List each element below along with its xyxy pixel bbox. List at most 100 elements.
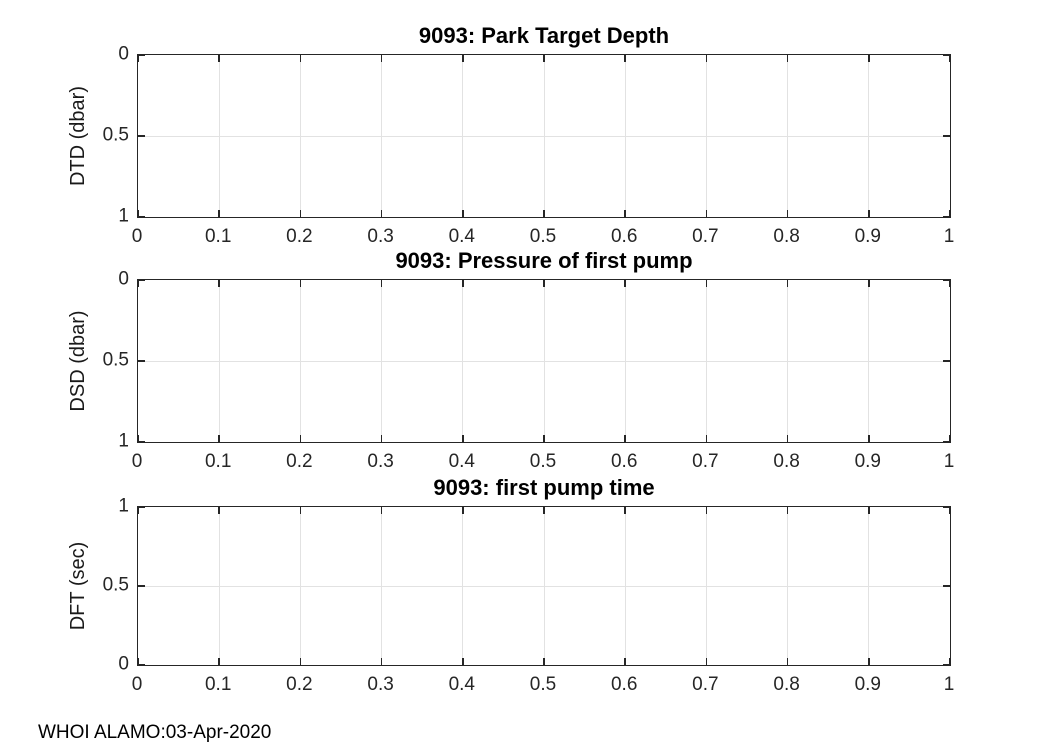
y-tick-label: 0: [118, 653, 129, 675]
x-tick-mark-bottom: [786, 435, 789, 442]
x-tick-mark-bottom: [786, 210, 789, 217]
x-tick-mark-top: [949, 55, 951, 62]
x-tick-mark-top: [137, 280, 139, 287]
x-tick-label: 0.8: [773, 451, 800, 472]
x-tick-label: 0.1: [204, 226, 232, 247]
y-tick-mark-left: [138, 360, 145, 362]
x-tick-label: 0.4: [448, 451, 476, 472]
x-tick-mark-top: [949, 280, 951, 287]
x-tick-label: 0.3: [367, 451, 394, 472]
y-axis-label: DSD (dbar): [67, 310, 89, 412]
x-tick-mark-bottom: [462, 210, 464, 217]
subplot-title: 9093: Pressure of first pump: [395, 248, 693, 273]
x-tick-mark-top: [705, 55, 708, 62]
x-tick-label: 0.9: [854, 451, 882, 472]
x-tick-mark-top: [949, 507, 951, 514]
x-tick-mark-top: [380, 507, 383, 514]
x-tick-mark-bottom: [218, 435, 220, 442]
x-tick-mark-top: [786, 280, 789, 287]
y-tick-mark-right: [943, 216, 950, 218]
x-tick-mark-bottom: [543, 210, 545, 217]
x-tick-label: 1: [943, 451, 955, 472]
plot-area: [137, 279, 951, 443]
x-tick-label: 0.2: [286, 226, 313, 247]
x-tick-label: 0.4: [448, 674, 476, 695]
x-tick-mark-top: [462, 55, 464, 62]
x-tick-mark-top: [299, 507, 302, 514]
y-tick-mark-left: [138, 279, 145, 281]
plot-area: [137, 506, 951, 666]
x-tick-mark-bottom: [299, 658, 302, 665]
x-tick-mark-top: [868, 55, 870, 62]
y-tick-mark-left: [138, 585, 145, 587]
x-tick-mark-top: [868, 507, 870, 514]
x-tick-label: 0.1: [204, 451, 232, 472]
x-tick-label: 0.5: [529, 674, 557, 695]
x-tick-mark-top: [624, 507, 626, 514]
y-tick-mark-right: [943, 360, 950, 362]
x-tick-label: 1: [943, 226, 955, 247]
x-tick-mark-bottom: [705, 435, 708, 442]
x-tick-mark-bottom: [218, 658, 220, 665]
x-tick-mark-bottom: [299, 210, 302, 217]
y-tick-mark-right: [943, 585, 950, 587]
x-tick-mark-bottom: [462, 435, 464, 442]
x-tick-mark-top: [137, 55, 139, 62]
y-tick-label: 0.5: [102, 124, 129, 146]
x-tick-label: 0.9: [854, 226, 882, 247]
figure-footer-text: WHOI ALAMO:03-Apr-2020: [38, 722, 272, 743]
x-tick-label: 0.5: [529, 451, 557, 472]
y-tick-mark-right: [943, 664, 950, 666]
x-tick-mark-bottom: [705, 658, 708, 665]
y-tick-mark-left: [138, 506, 145, 508]
x-tick-mark-top: [624, 55, 626, 62]
y-tick-mark-right: [943, 441, 950, 443]
subplot-first-pump-time: 9093: first pump time DFT (sec) 0 0.1 0.2 0…: [67, 475, 954, 694]
y-tick-label: 1: [118, 205, 129, 227]
y-tick-mark-left: [138, 216, 145, 218]
x-tick-label: 0.6: [610, 451, 638, 472]
x-tick-label: 0.2: [286, 674, 313, 695]
x-tick-mark-bottom: [380, 658, 383, 665]
x-tick-label: 0.7: [692, 674, 719, 695]
y-gridline: [138, 585, 950, 587]
x-tick-mark-top: [218, 55, 220, 62]
x-tick-mark-top: [218, 507, 220, 514]
y-axis-label: DTD (dbar): [67, 85, 89, 187]
x-tick-mark-top: [705, 507, 708, 514]
x-tick-mark-bottom: [137, 435, 139, 442]
x-tick-mark-bottom: [543, 435, 545, 442]
x-tick-mark-bottom: [462, 658, 464, 665]
y-tick-mark-left: [138, 54, 145, 56]
x-tick-mark-top: [786, 55, 789, 62]
x-tick-mark-bottom: [868, 658, 870, 665]
y-axis-label: DFT (sec): [67, 541, 89, 631]
x-tick-label: 0.8: [773, 226, 800, 247]
y-tick-mark-right: [943, 279, 950, 281]
subplot-title: 9093: Park Target Depth: [418, 23, 670, 48]
x-tick-label: 0.3: [367, 674, 394, 695]
x-tick-mark-bottom: [624, 210, 626, 217]
x-tick-mark-top: [543, 507, 545, 514]
x-tick-mark-bottom: [949, 210, 951, 217]
x-tick-mark-bottom: [949, 658, 951, 665]
x-tick-mark-top: [705, 280, 708, 287]
y-tick-mark-right: [943, 54, 950, 56]
x-tick-label: 1: [943, 674, 955, 695]
x-tick-mark-bottom: [380, 435, 383, 442]
x-tick-label: 0.7: [692, 226, 719, 247]
subplot-title: 9093: first pump time: [433, 475, 655, 500]
y-tick-mark-left: [138, 135, 145, 137]
x-tick-mark-bottom: [380, 210, 383, 217]
y-tick-label: 0.5: [102, 574, 129, 596]
x-tick-mark-top: [543, 55, 545, 62]
x-tick-label: 0: [131, 451, 143, 472]
x-tick-label: 0.4: [448, 226, 476, 247]
y-tick-mark-right: [943, 135, 950, 137]
x-tick-mark-bottom: [137, 658, 139, 665]
x-tick-label: 0.2: [286, 451, 313, 472]
y-tick-label: 0: [118, 268, 129, 290]
x-tick-label: 0.9: [854, 674, 882, 695]
x-tick-mark-bottom: [543, 658, 545, 665]
x-tick-label: 0.7: [692, 451, 719, 472]
